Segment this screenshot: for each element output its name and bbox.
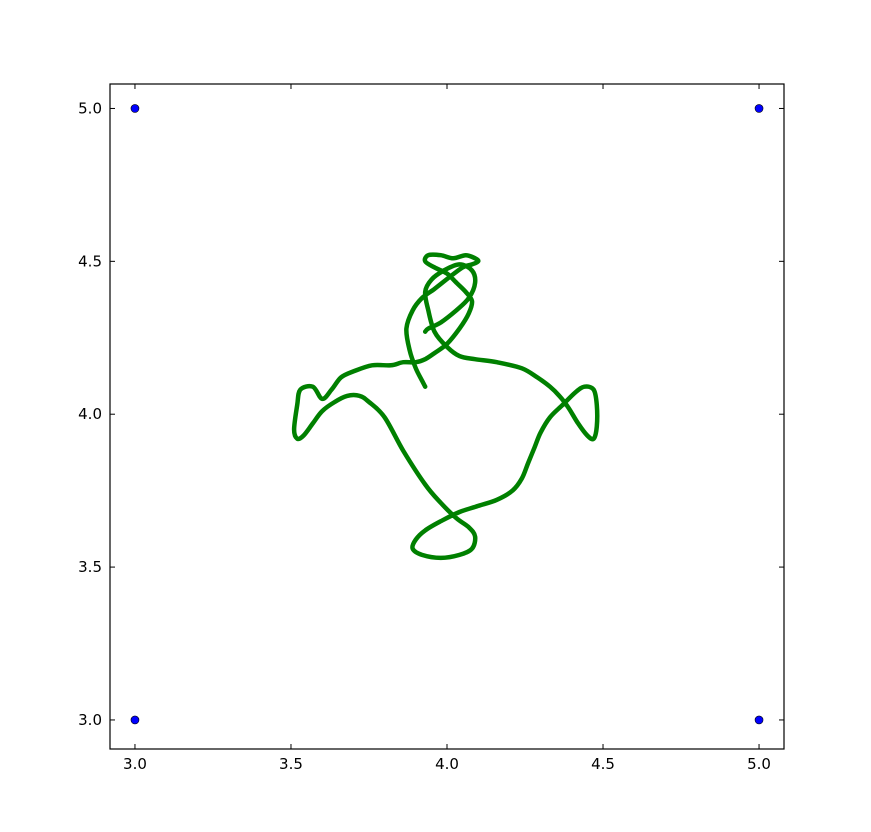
x-tick-label: 3.0 <box>123 755 147 773</box>
corner-point <box>130 104 140 113</box>
y-tick-label: 4.5 <box>78 252 102 270</box>
x-tick-label: 4.0 <box>435 755 459 773</box>
series-layer <box>130 104 764 725</box>
trajectory-path <box>291 252 600 561</box>
y-tick-label: 3.5 <box>78 558 102 576</box>
y-tick-label: 3.0 <box>78 711 102 729</box>
y-axis: 3.0 3.5 4.0 4.5 5.0 <box>78 99 784 729</box>
x-tick-label: 5.0 <box>747 755 771 773</box>
corner-point <box>130 715 140 725</box>
y-tick-label: 4.0 <box>78 405 102 423</box>
x-tick-label: 4.5 <box>591 755 615 773</box>
x-axis: 3.0 3.5 4.0 4.5 5.0 <box>123 84 771 773</box>
corner-point <box>754 104 764 113</box>
corner-point <box>754 715 764 725</box>
y-tick-label: 5.0 <box>78 99 102 117</box>
x-tick-label: 3.5 <box>279 755 303 773</box>
plot-area <box>109 83 785 750</box>
